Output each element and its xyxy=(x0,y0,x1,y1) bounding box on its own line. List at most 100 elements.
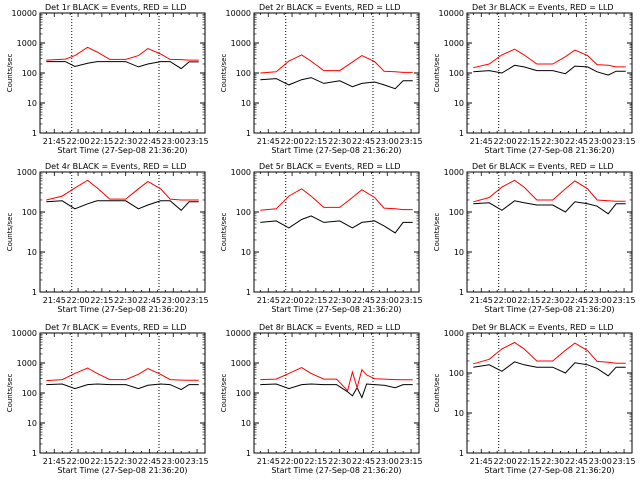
x-axis-label: Start Time (27-Sep-08 21:36:20) xyxy=(57,466,187,475)
x-tick-label: 22:15 xyxy=(304,137,327,146)
x-tick-label: 22:30 xyxy=(541,296,564,305)
y-tick-label: 10 xyxy=(241,99,251,108)
series-line-lld xyxy=(260,54,413,74)
y-tick-label: 1000 xyxy=(444,168,464,177)
series-line-events xyxy=(260,215,413,234)
y-tick-label: 1 xyxy=(246,449,251,458)
x-tick-label: 23:15 xyxy=(613,296,636,305)
y-tick-label: 100 xyxy=(22,208,37,217)
panel-det-7: Det 7r BLACK = Events, RED = LLD 1 10 100 10… xyxy=(6,323,209,475)
y-axis-label: Counts/sec xyxy=(220,54,228,93)
x-tick-label: 22:45 xyxy=(352,296,375,305)
series-line-events xyxy=(46,200,199,211)
panel-det-1: Det 1r BLACK = Events, RED = LLD 1 10 100 10… xyxy=(6,3,209,155)
y-axis-label: Counts/sec xyxy=(433,374,441,413)
y-tick-label: 100 xyxy=(22,69,37,78)
series-line-lld xyxy=(473,341,626,365)
panel-det-9: Det 9r BLACK = Events, RED = LLD 1 10 100 10… xyxy=(433,323,636,475)
y-tick-label: 1000 xyxy=(444,329,464,338)
panel-title: Det 5r BLACK = Events, RED = LLD xyxy=(259,162,401,171)
x-axis-label: Start Time (27-Sep-08 21:36:20) xyxy=(57,146,187,155)
x-axis-label: Start Time (27-Sep-08 21:36:20) xyxy=(484,146,614,155)
plot-frame xyxy=(39,171,206,293)
y-tick-label: 1000 xyxy=(231,359,251,368)
x-axis-label: Start Time (27-Sep-08 21:36:20) xyxy=(271,146,401,155)
x-tick-label: 22:45 xyxy=(352,137,375,146)
x-tick-label: 23:00 xyxy=(162,457,185,466)
x-tick-label: 23:15 xyxy=(400,137,423,146)
x-tick-label: 22:45 xyxy=(352,457,375,466)
series-line-events xyxy=(46,61,199,70)
series-line-lld xyxy=(46,46,199,61)
y-axis-label: Counts/sec xyxy=(433,213,441,252)
panel-title: Det 9r BLACK = Events, RED = LLD xyxy=(472,323,614,332)
x-tick-label: 21:45 xyxy=(470,457,493,466)
panel-det-2: Det 2r BLACK = Events, RED = LLD 1 10 100 10… xyxy=(220,3,423,155)
x-axis-label: Start Time (27-Sep-08 21:36:20) xyxy=(57,305,187,314)
y-tick-label: 1000 xyxy=(17,168,37,177)
panel-det-8: Det 8r BLACK = Events, RED = LLD 1 10 100 10… xyxy=(220,323,423,475)
x-tick-label: 22:00 xyxy=(494,457,517,466)
x-tick-label: 22:15 xyxy=(304,457,327,466)
x-tick-label: 21:45 xyxy=(470,137,493,146)
y-tick-label: 100 xyxy=(449,69,464,78)
panel-det-3: Det 3r BLACK = Events, RED = LLD 1 10 100 10… xyxy=(433,3,636,155)
y-tick-label: 100 xyxy=(22,389,37,398)
x-tick-label: 22:30 xyxy=(114,457,137,466)
x-tick-label: 22:45 xyxy=(138,137,161,146)
panel-title: Det 1r BLACK = Events, RED = LLD xyxy=(45,3,187,12)
plot-frame xyxy=(253,171,420,293)
plot-frame xyxy=(466,171,633,293)
plot-frame xyxy=(466,332,633,454)
series-line-lld xyxy=(473,48,626,69)
x-tick-label: 22:00 xyxy=(67,296,90,305)
x-tick-label: 23:15 xyxy=(613,137,636,146)
y-tick-label: 1 xyxy=(459,129,464,138)
x-tick-label: 22:30 xyxy=(541,457,564,466)
x-tick-label: 23:00 xyxy=(376,137,399,146)
x-tick-label: 23:00 xyxy=(162,296,185,305)
series-line-events xyxy=(473,64,626,76)
x-tick-label: 21:45 xyxy=(257,296,280,305)
y-tick-label: 1 xyxy=(246,129,251,138)
series-line-lld xyxy=(260,367,413,392)
y-axis-label: Counts/sec xyxy=(6,374,14,413)
series-line-events xyxy=(473,361,626,377)
x-tick-label: 22:15 xyxy=(517,457,540,466)
y-tick-label: 10 xyxy=(27,99,37,108)
y-tick-label: 100 xyxy=(236,389,251,398)
x-tick-label: 22:15 xyxy=(90,457,113,466)
x-tick-label: 21:45 xyxy=(43,457,66,466)
y-tick-label: 10 xyxy=(241,248,251,257)
x-tick-label: 23:00 xyxy=(376,296,399,305)
x-tick-label: 23:15 xyxy=(186,137,209,146)
x-tick-label: 21:45 xyxy=(470,296,493,305)
series-line-lld xyxy=(260,188,413,211)
series-line-lld xyxy=(46,179,199,201)
series-line-events xyxy=(46,383,199,391)
plot-frame xyxy=(253,12,420,134)
panel-det-4: Det 4r BLACK = Events, RED = LLD 1 10 100 10… xyxy=(6,162,209,314)
y-axis-label: Counts/sec xyxy=(220,213,228,252)
y-tick-label: 1 xyxy=(246,288,251,297)
panel-title: Det 6r BLACK = Events, RED = LLD xyxy=(472,162,614,171)
x-tick-label: 22:00 xyxy=(494,296,517,305)
plot-frame xyxy=(253,332,420,454)
x-tick-label: 22:15 xyxy=(517,137,540,146)
x-axis-label: Start Time (27-Sep-08 21:36:20) xyxy=(271,466,401,475)
y-axis-label: Counts/sec xyxy=(6,54,14,93)
y-tick-label: 1 xyxy=(32,129,37,138)
x-axis-label: Start Time (27-Sep-08 21:36:20) xyxy=(484,305,614,314)
x-tick-label: 23:15 xyxy=(613,457,636,466)
x-tick-label: 23:00 xyxy=(376,457,399,466)
y-tick-label: 10000 xyxy=(226,329,251,338)
x-axis-label: Start Time (27-Sep-08 21:36:20) xyxy=(484,466,614,475)
x-tick-label: 23:15 xyxy=(400,457,423,466)
x-tick-label: 22:00 xyxy=(281,137,304,146)
x-tick-label: 21:45 xyxy=(43,137,66,146)
x-tick-label: 22:00 xyxy=(67,457,90,466)
x-tick-label: 23:00 xyxy=(162,137,185,146)
y-tick-label: 1000 xyxy=(17,359,37,368)
x-tick-label: 22:00 xyxy=(281,457,304,466)
